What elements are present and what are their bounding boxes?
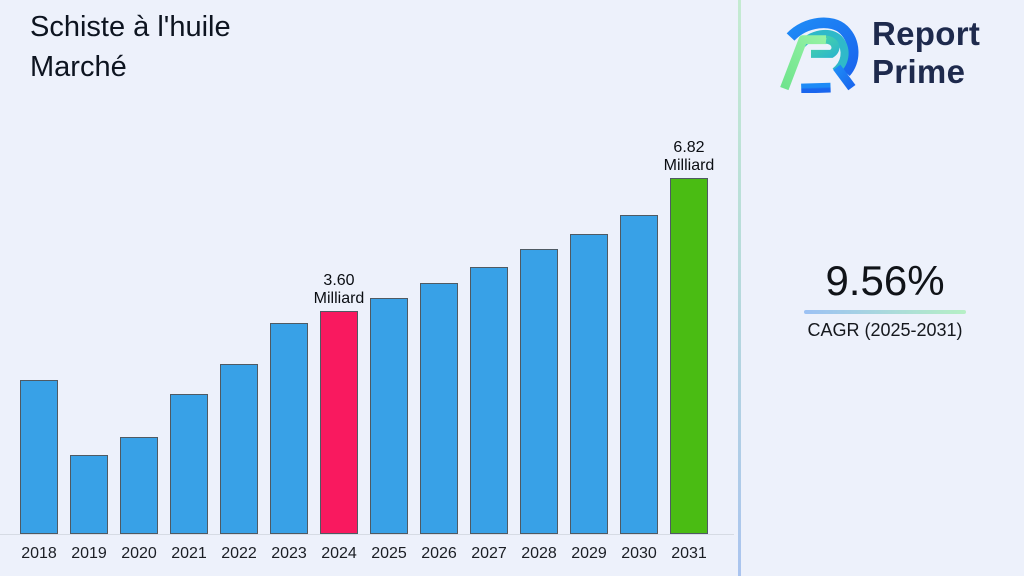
x-tick-label-2020: 2020	[121, 545, 157, 562]
kpi-underline	[804, 310, 966, 314]
bar-2021	[170, 394, 208, 534]
brand-name-line-2: Prime	[872, 53, 966, 90]
kpi-value: 9.56%	[825, 257, 945, 304]
bar-2019	[70, 455, 108, 534]
divider-line	[738, 0, 741, 576]
bar-2029	[570, 234, 608, 534]
page-title: Schiste à l'huile Marché	[30, 7, 231, 87]
x-tick-label-2019: 2019	[71, 545, 107, 562]
annotation-line: Milliard	[313, 290, 365, 307]
bar-2018	[20, 380, 58, 534]
bar-annotation-2024: 3.60 Milliard	[291, 272, 387, 308]
bar-2031	[670, 178, 708, 534]
x-tick-label-2021: 2021	[171, 545, 207, 562]
kpi-block: 9.56% CAGR (2025-2031)	[758, 257, 1012, 341]
brand-logo: Report Prime	[779, 13, 980, 93]
x-tick-label-2026: 2026	[421, 545, 457, 562]
annotation-line: 6.82	[673, 139, 705, 156]
x-tick-label-2023: 2023	[271, 545, 307, 562]
annotation-line: Milliard	[663, 157, 715, 174]
brand-name: Report Prime	[872, 15, 980, 91]
bar-chart: 2018 2019 2020 2021 2022 2023 2024 2025 2026 2027…	[0, 139, 737, 562]
annotation-line: 3.60	[323, 272, 355, 289]
x-tick-label-2029: 2029	[571, 545, 607, 562]
x-tick-label-2027: 2027	[471, 545, 507, 562]
x-tick-label-2028: 2028	[521, 545, 557, 562]
brand-name-line-1: Report	[872, 15, 981, 52]
x-tick-label-2031: 2031	[671, 545, 707, 562]
bar-2024	[320, 311, 358, 534]
kpi-label: CAGR (2025-2031)	[807, 320, 963, 340]
bar-2026	[420, 283, 458, 534]
bar-2028	[520, 249, 558, 534]
bar-2020	[120, 437, 158, 534]
bar-annotation-2031: 6.82 Milliard	[641, 139, 737, 175]
report-prime-logo-icon	[780, 17, 859, 93]
bar-2023	[270, 323, 308, 534]
x-tick-label-2025: 2025	[371, 545, 407, 562]
chart-baseline	[0, 534, 734, 535]
bar-2022	[220, 364, 258, 534]
bar-2030	[620, 215, 658, 534]
page-title-line-2: Marché	[30, 51, 127, 83]
x-tick-label-2030: 2030	[621, 545, 657, 562]
page-title-line-1: Schiste à l'huile	[30, 11, 231, 43]
bar-2027	[470, 267, 508, 534]
bar-2025	[370, 298, 408, 534]
x-tick-label-2018: 2018	[21, 545, 57, 562]
x-tick-label-2022: 2022	[221, 545, 257, 562]
x-tick-label-2024: 2024	[321, 545, 357, 562]
